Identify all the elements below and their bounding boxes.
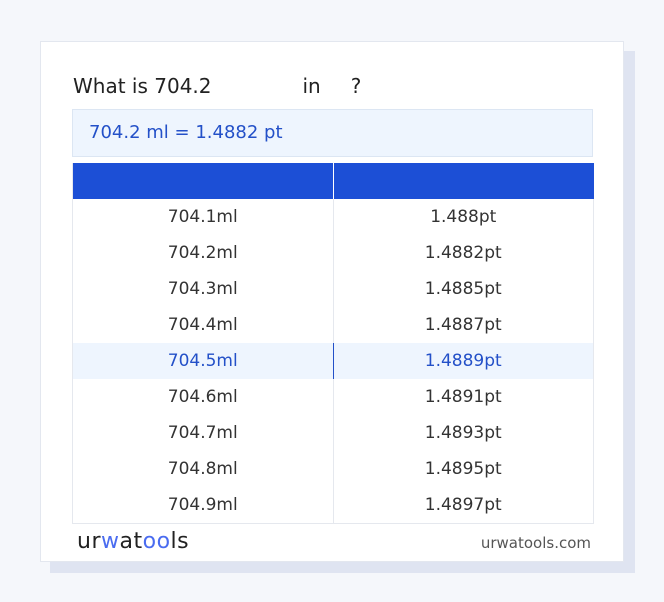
result-box: 704.2 ml = 1.4882 pt: [72, 109, 593, 157]
pt-cell: 1.4897pt: [333, 487, 594, 524]
ml-cell: 704.3ml: [72, 271, 334, 307]
site-link[interactable]: urwatools.com: [480, 534, 591, 552]
pt-cell: 1.4891pt: [333, 379, 594, 415]
converter-card: What is 704.2 in? 704.2 ml = 1.4882 pt 70…: [40, 41, 624, 562]
ml-cell: 704.6ml: [72, 379, 334, 415]
table-row: 704.5ml 1.4889pt: [72, 343, 594, 379]
table-row: 704.4ml 1.4887pt: [72, 307, 594, 343]
question-prefix: What is 704.2: [73, 74, 212, 98]
ml-cell: 704.4ml: [72, 307, 334, 343]
pt-cell: 1.4895pt: [333, 451, 594, 487]
ml-cell: 704.5ml: [72, 343, 334, 379]
table-row: 704.7ml 1.4893pt: [72, 415, 594, 451]
ml-cell: 704.2ml: [72, 235, 334, 271]
pt-cell: 1.4887pt: [333, 307, 594, 343]
table-row: 704.9ml 1.4897pt: [72, 487, 594, 524]
table-row: 704.6ml 1.4891pt: [72, 379, 594, 415]
header-cell: [333, 163, 594, 199]
table-header: [72, 163, 594, 199]
question-mid: in: [302, 74, 321, 98]
header-cell: [72, 163, 334, 199]
pt-cell: 1.4882pt: [333, 235, 594, 271]
ml-cell: 704.8ml: [72, 451, 334, 487]
pt-cell: 1.488pt: [333, 199, 594, 235]
question-title: What is 704.2 in?: [73, 74, 361, 98]
pt-cell: 1.4889pt: [333, 343, 594, 379]
pt-cell: 1.4893pt: [333, 415, 594, 451]
table-row: 704.3ml 1.4885pt: [72, 271, 594, 307]
table-row: 704.2ml 1.4882pt: [72, 235, 594, 271]
ml-cell: 704.7ml: [72, 415, 334, 451]
ml-cell: 704.1ml: [72, 199, 334, 235]
question-suffix: ?: [350, 74, 362, 98]
pt-cell: 1.4885pt: [333, 271, 594, 307]
urwatools-logo: urwatools: [77, 529, 190, 554]
ml-cell: 704.9ml: [72, 487, 334, 524]
table-row: 704.8ml 1.4895pt: [72, 451, 594, 487]
conversion-table: 704.1ml 1.488pt 704.2ml 1.4882pt 704.3ml 1.48…: [72, 163, 594, 524]
table-row: 704.1ml 1.488pt: [72, 199, 594, 235]
